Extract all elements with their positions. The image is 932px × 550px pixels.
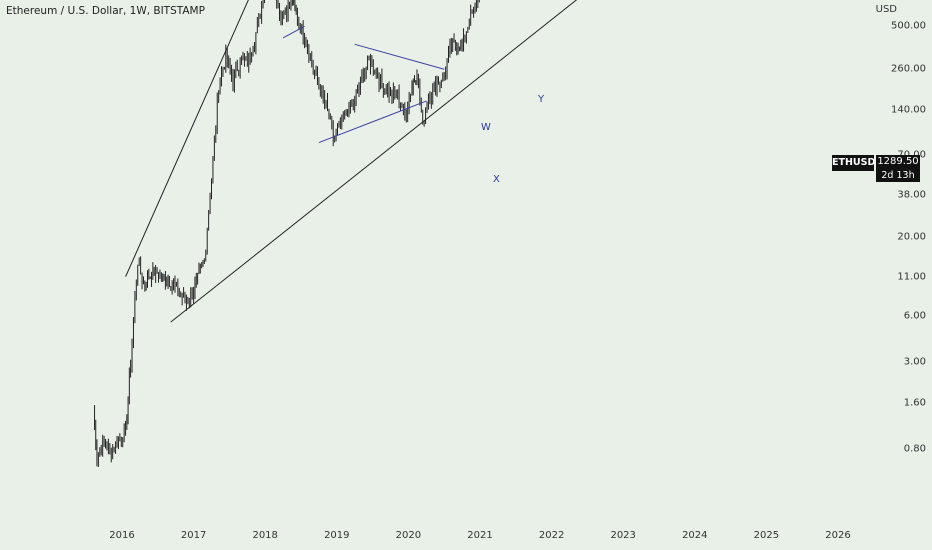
x-tick-label: 2024 — [682, 530, 708, 541]
axis-unit-label: USD — [875, 4, 897, 15]
x-tick-label: 2025 — [753, 530, 780, 541]
wave-label-x: X — [493, 174, 500, 185]
x-tick-label: 2019 — [324, 530, 350, 541]
y-tick-label: 20.00 — [897, 231, 926, 243]
x-tick-label: 2022 — [538, 530, 565, 541]
x-tick-label: 2026 — [825, 530, 851, 541]
wave-label-w: W — [481, 122, 491, 133]
x-tick-label: 2021 — [467, 530, 493, 541]
y-tick-label: 260.00 — [891, 63, 926, 75]
y-tick-label: 38.00 — [897, 189, 926, 201]
last-price-label: 1289.50 — [876, 155, 920, 169]
x-tick-label: 2020 — [395, 530, 422, 541]
flag-line-lower — [282, 25, 305, 39]
triangle-lower — [318, 100, 427, 144]
y-tick-label: 140.00 — [891, 104, 926, 116]
triangle-upper — [354, 43, 445, 70]
trendline-rise — [125, 0, 249, 277]
y-tick-label: 6.00 — [903, 310, 926, 322]
x-tick-label: 2016 — [109, 530, 135, 541]
wave-label-y: Y — [538, 94, 545, 105]
candle-countdown: 2d 13h — [876, 169, 920, 182]
x-tick-label: 2017 — [180, 530, 207, 541]
y-tick-label: 1.60 — [903, 397, 926, 409]
y-tick-label: 0.80 — [903, 443, 926, 455]
x-tick-label: 2018 — [252, 530, 278, 541]
trendline-lower — [170, 0, 578, 323]
x-tick-label: 2023 — [610, 530, 636, 541]
symbol-badge: ETHUSD — [832, 155, 875, 171]
y-tick-label: 11.00 — [897, 271, 926, 283]
chart-title: Ethereum / U.S. Dollar, 1W, BITSTAMP — [6, 5, 205, 17]
y-tick-label: 500.00 — [891, 20, 926, 32]
y-tick-label: 3.00 — [903, 356, 926, 368]
